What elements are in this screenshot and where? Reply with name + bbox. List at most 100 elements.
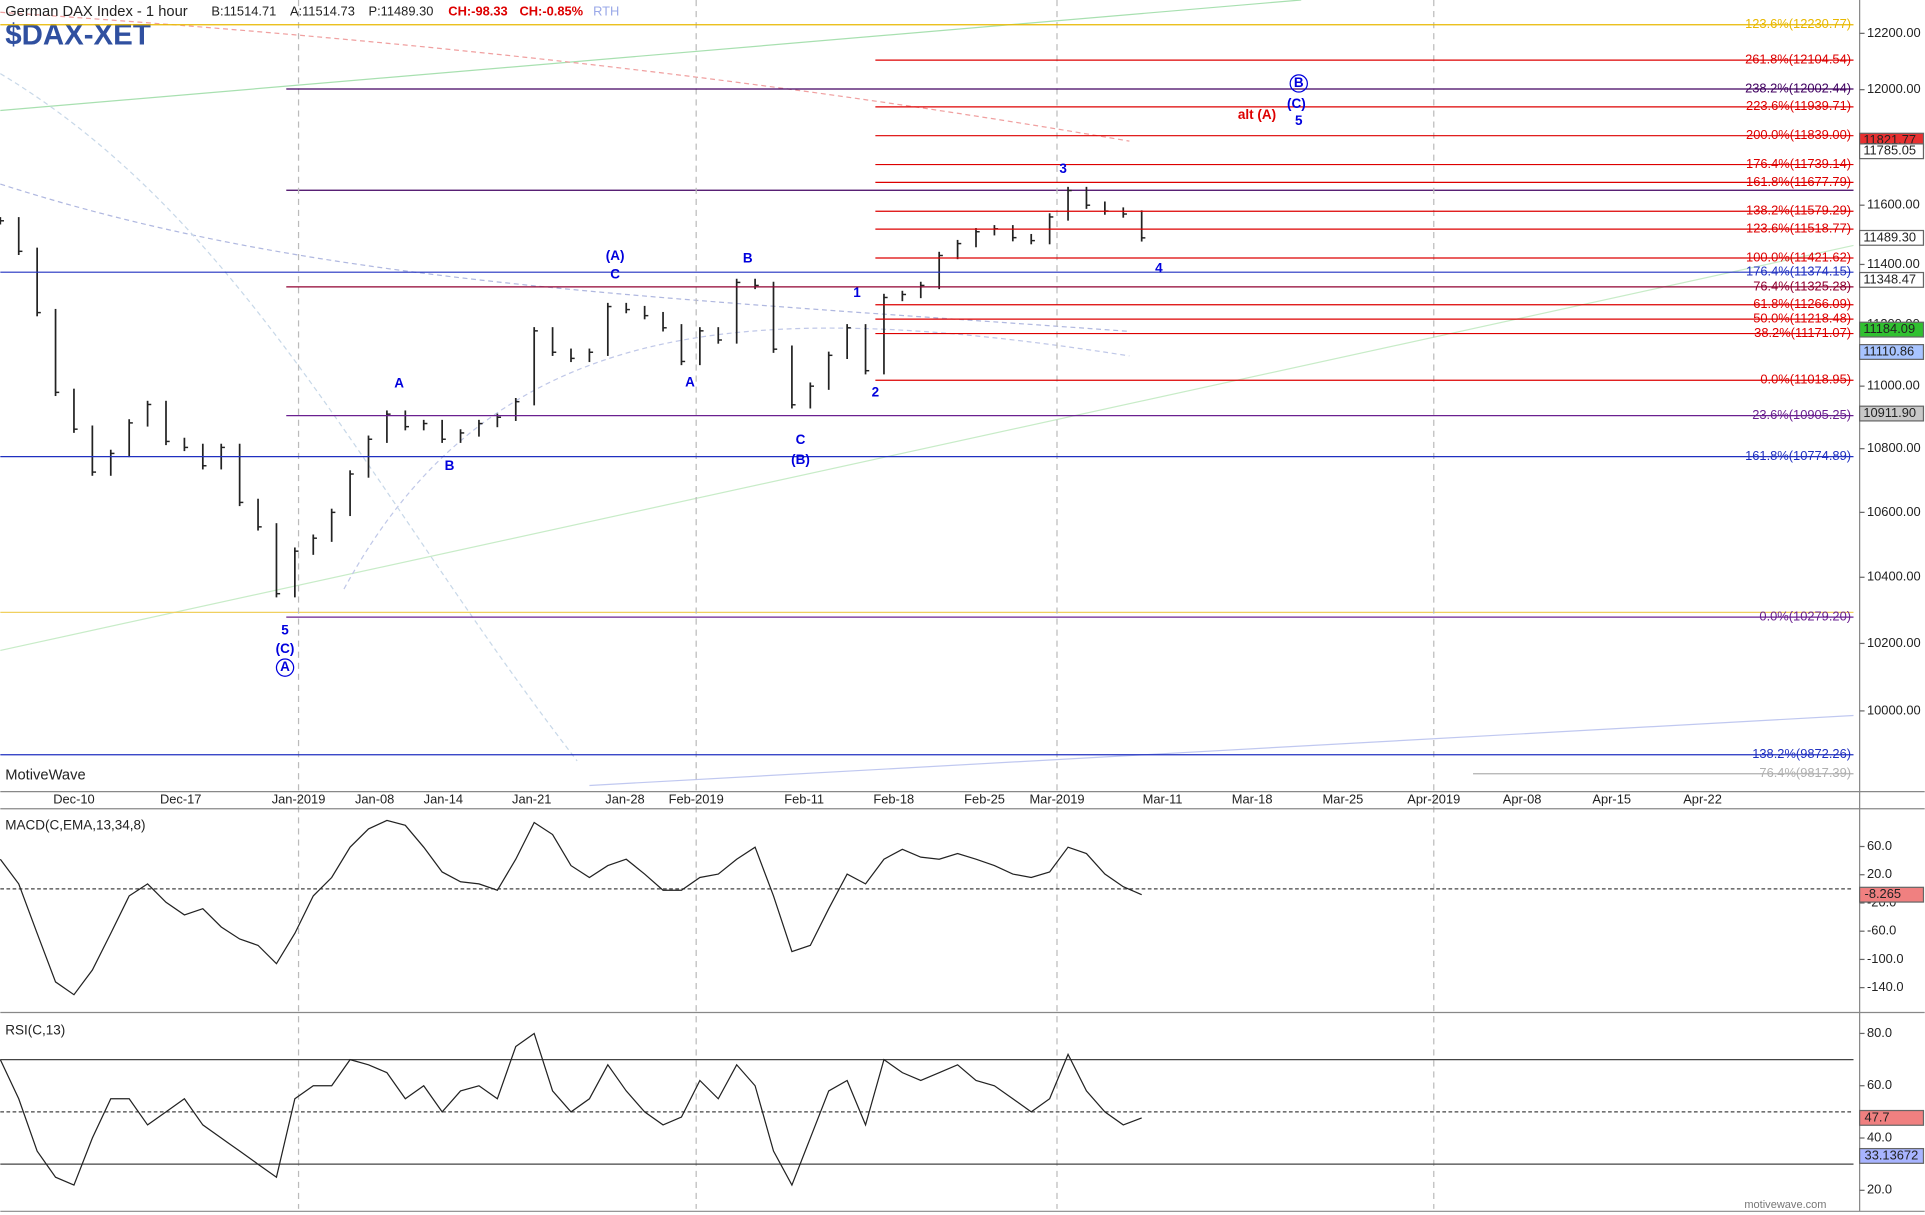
drawing-tools — [0, 0, 1854, 787]
y-tick-label: -140.0 — [1867, 979, 1904, 994]
wave-label: B — [1294, 75, 1304, 90]
x-tick-label: Feb-18 — [873, 792, 914, 807]
wave-label: C — [610, 266, 620, 281]
wave-label: 2 — [872, 384, 880, 399]
fib-label: 50.0%(11218.48) — [1753, 311, 1851, 326]
price-tag — [1859, 143, 1925, 160]
fib-label: 123.6%(11518.77) — [1746, 221, 1851, 236]
indicator-line — [0, 819, 1142, 996]
x-tick-label: Jan-21 — [512, 792, 551, 807]
trend-line — [0, 244, 1854, 652]
y-tick-label: 10200.00 — [1867, 635, 1921, 650]
panel-title: MACD(C,EMA,13,34,8) — [5, 818, 145, 833]
x-tick-label: Jan-14 — [424, 792, 463, 807]
instrument-title: German DAX Index - 1 hour — [5, 4, 188, 20]
value-tag — [1859, 1147, 1925, 1164]
fib-label: 0.0%(11018.95) — [1760, 372, 1851, 387]
wave-label: (C) — [276, 641, 295, 656]
price-bars — [0, 186, 1146, 598]
y-tick-label: 60.0 — [1867, 1077, 1892, 1092]
bid: B:11514.71 — [211, 4, 276, 19]
price-tag-label: 11785.05 — [1863, 143, 1916, 158]
session: RTH — [593, 4, 619, 19]
x-tick-label: Dec-17 — [160, 792, 202, 807]
y-tick-label: 20.0 — [1867, 866, 1892, 881]
fib-label: 138.2%(11579.29) — [1746, 203, 1851, 218]
y-tick-label: 10800.00 — [1867, 440, 1921, 455]
wave-label: (A) — [606, 248, 625, 263]
price-tag-label: 10911.90 — [1863, 405, 1916, 420]
x-tick-label: Feb-25 — [964, 792, 1005, 807]
wave-label: A — [685, 374, 695, 389]
fib-label: 0.0%(10279.20) — [1759, 608, 1851, 623]
trend-line — [589, 714, 1854, 787]
x-tick-label: Jan-08 — [355, 792, 394, 807]
price-tag — [1859, 321, 1925, 338]
fib-label: 61.8%(11266.09) — [1753, 296, 1851, 311]
bollinger-band — [343, 327, 1130, 590]
last-price: P:11489.30 — [369, 4, 434, 19]
fib-label: 76.4%(9817.39) — [1759, 765, 1851, 780]
fib-label: 138.2%(9872.26) — [1752, 746, 1851, 761]
value-tag — [1859, 1109, 1925, 1126]
value-tag-label: -8.265 — [1865, 886, 1902, 901]
x-tick-label: Mar-2019 — [1029, 792, 1084, 807]
fib-label: 76.4%(11325.28) — [1753, 278, 1851, 293]
value-tag-label: 33.13672 — [1865, 1147, 1919, 1162]
fib-label: 261.8%(12104.54) — [1745, 52, 1851, 67]
x-tick-label: Jan-2019 — [272, 792, 326, 807]
x-tick-label: Jan-28 — [605, 792, 644, 807]
fib-label: 200.0%(11839.00) — [1746, 127, 1851, 142]
price-tag-label: 11489.30 — [1863, 229, 1916, 244]
fib-label: 23.6%(10905.25) — [1752, 407, 1851, 422]
y-tick-label: -100.0 — [1867, 951, 1904, 966]
price-tag-label: 11110.86 — [1863, 343, 1914, 358]
moving-average — [0, 11, 1130, 142]
value-tag-label: 47.7 — [1865, 1109, 1890, 1124]
wave-label: 5 — [281, 622, 289, 637]
wave-label: 5 — [1295, 113, 1303, 128]
wave-label: C — [796, 432, 806, 447]
y-tick-label: 11000.00 — [1867, 378, 1920, 393]
wave-label: (C) — [1287, 96, 1306, 111]
wave-circle — [1289, 74, 1308, 93]
indicator-line — [0, 1032, 1142, 1187]
wave-label: A — [394, 376, 404, 391]
x-tick-label: Feb-2019 — [669, 792, 724, 807]
wave-circle — [275, 658, 295, 677]
bollinger-band — [0, 73, 578, 762]
wave-label: B — [743, 251, 753, 266]
moving-average — [0, 183, 1130, 332]
y-tick-label: 10400.00 — [1867, 569, 1921, 584]
x-tick-label: Apr-08 — [1503, 792, 1542, 807]
header: German DAX Index - 1 hour B:11514.71 A:1… — [5, 4, 1826, 1211]
date-separators — [297, 0, 1435, 1209]
fib-label: 223.6%(11939.71) — [1746, 98, 1851, 113]
y-tick-label: 80.0 — [1867, 1025, 1892, 1040]
value-tag — [1859, 886, 1925, 903]
x-tick-label: Apr-22 — [1683, 792, 1722, 807]
fib-label: 123.6%(12230.77) — [1745, 16, 1851, 31]
fib-label: 161.8%(11677.79) — [1746, 174, 1851, 189]
y-tick-label: -60.0 — [1867, 923, 1896, 938]
y-tick-label: 20.0 — [1867, 1182, 1892, 1197]
y-tick-label: 11400.00 — [1867, 256, 1920, 271]
ask: A:11514.73 — [290, 4, 355, 19]
wave-label: 4 — [1155, 260, 1163, 275]
x-tick-label: Feb-11 — [784, 792, 824, 807]
wave-label: 1 — [853, 285, 861, 300]
wave-label: A — [280, 659, 290, 674]
y-tick-label: 12000.00 — [1867, 81, 1921, 96]
panel-title: RSI(C,13) — [5, 1022, 65, 1037]
price-tag-label: 11184.09 — [1863, 321, 1915, 336]
price-tag — [1859, 229, 1925, 246]
price-tag — [1859, 271, 1925, 288]
wave-label: 3 — [1059, 161, 1067, 176]
price-tag — [1859, 405, 1925, 422]
x-tick-label: Mar-18 — [1232, 792, 1273, 807]
symbol-title: $DAX-XET — [5, 19, 151, 52]
fib-label: 100.0%(11421.62) — [1746, 249, 1851, 264]
